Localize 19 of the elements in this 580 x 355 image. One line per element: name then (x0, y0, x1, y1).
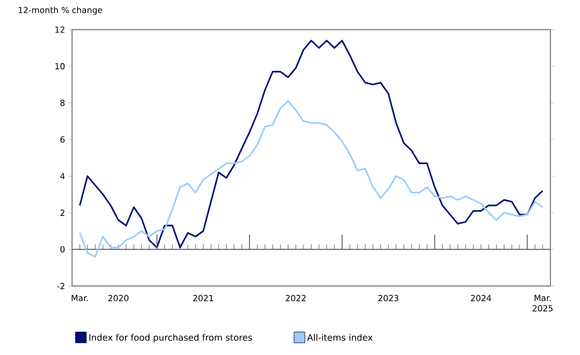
legend-label: All-items index (307, 334, 373, 341)
y-tick-label: 4 (60, 173, 65, 180)
x-tick-label: 2024 (470, 294, 492, 302)
x-tick-label: 2023 (378, 294, 398, 302)
x-tick-label: Mar. (72, 294, 88, 302)
x-tick-label: 2021 (193, 294, 214, 302)
y-tick-label: -2 (57, 282, 64, 290)
x-tick-label: 2020 (108, 294, 128, 302)
y-tick-label: 10 (55, 63, 65, 70)
x-tick-label: 2022 (286, 294, 306, 302)
x-tick-label: Mar. 2025 (532, 294, 553, 312)
line-series (79, 100, 544, 258)
y-axis-title: 12-month % change (18, 6, 102, 15)
y-tick-label: 12 (55, 26, 64, 33)
y-tick-label: 8 (60, 100, 65, 106)
y-tick-label: 0 (60, 246, 65, 253)
legend-label: Index for food purchased from stores (89, 334, 252, 342)
y-tick-label: 2 (60, 210, 64, 216)
y-tick-label: 6 (60, 136, 65, 143)
